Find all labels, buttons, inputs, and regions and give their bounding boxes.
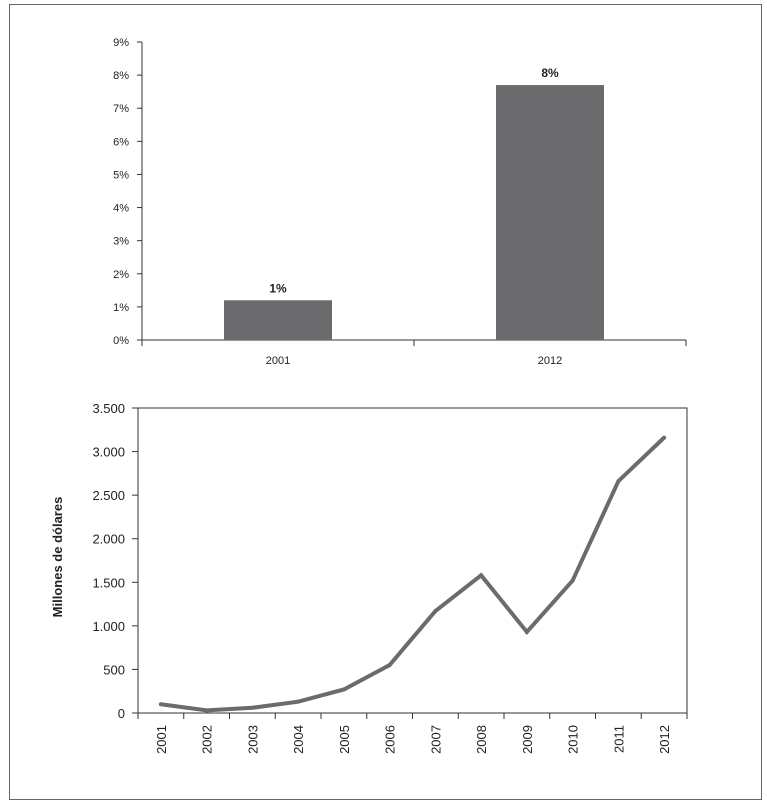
y-tick-label: 1.000 (92, 619, 125, 634)
y-axis-title: Millones de dólares (50, 497, 65, 618)
x-tick-label: 2009 (520, 725, 535, 754)
y-tick-label: 2% (113, 269, 129, 281)
y-tick-label: 0% (113, 335, 129, 347)
x-tick-label: 2006 (383, 725, 398, 754)
series-line (160, 436, 666, 713)
data-label: 1% (269, 281, 287, 295)
y-tick-label: 6% (113, 136, 129, 148)
x-tick-label: 2007 (428, 725, 443, 754)
x-tick-label: 2012 (657, 725, 672, 754)
data-point-2002 (204, 708, 209, 713)
figure-frame (9, 4, 762, 800)
data-point-2007 (433, 609, 438, 614)
bar-2012 (496, 85, 604, 341)
data-point-2003 (250, 705, 255, 710)
x-tick-label: 2001 (266, 355, 290, 367)
data-point-2004 (296, 699, 301, 704)
y-tick-label: 2.000 (92, 532, 125, 547)
y-tick-label: 3.500 (92, 401, 125, 416)
data-point-2010 (570, 578, 575, 583)
y-tick-label: 1.500 (92, 575, 125, 590)
y-tick-label: 3% (113, 236, 129, 248)
data-point-2012 (662, 435, 667, 440)
y-tick-label: 7% (113, 103, 129, 115)
bar-chart: 0% 1% 2% 3% 4% 5% 6% 7% 8% 9% 1% 8% 2001 2012 (113, 37, 687, 367)
x-tick-label: 2011 (611, 725, 626, 753)
data-point-2001 (158, 702, 163, 707)
data-point-2006 (387, 663, 392, 668)
data-point-2005 (341, 687, 346, 692)
y-tick-label: 2.500 (92, 488, 125, 503)
data-label: 8% (541, 66, 559, 80)
y-tick-label: 9% (113, 37, 129, 49)
x-tick-label: 2002 (200, 725, 215, 754)
y-tick-label: 5% (113, 169, 129, 181)
x-tick-label: 2012 (538, 355, 562, 367)
x-tick-label: 2003 (245, 725, 260, 754)
data-point-2009 (524, 629, 529, 634)
x-tick-label: 2001 (154, 725, 169, 754)
y-tick-label: 500 (103, 662, 125, 677)
y-tick-label: 8% (113, 70, 129, 82)
y-tick-label: 3.000 (92, 445, 125, 460)
data-point-2011 (616, 479, 621, 484)
x-tick-label: 2004 (291, 725, 306, 754)
bar-2001 (224, 300, 332, 340)
y-tick-label: 0 (118, 706, 125, 721)
x-tick-label: 2008 (474, 725, 489, 754)
x-tick-label: 2010 (566, 725, 581, 754)
x-tick-label: 2005 (337, 725, 352, 754)
y-tick-label: 4% (113, 203, 129, 215)
plot-area (137, 407, 688, 714)
y-tick-label: 1% (113, 302, 129, 314)
data-point-2008 (479, 573, 484, 578)
